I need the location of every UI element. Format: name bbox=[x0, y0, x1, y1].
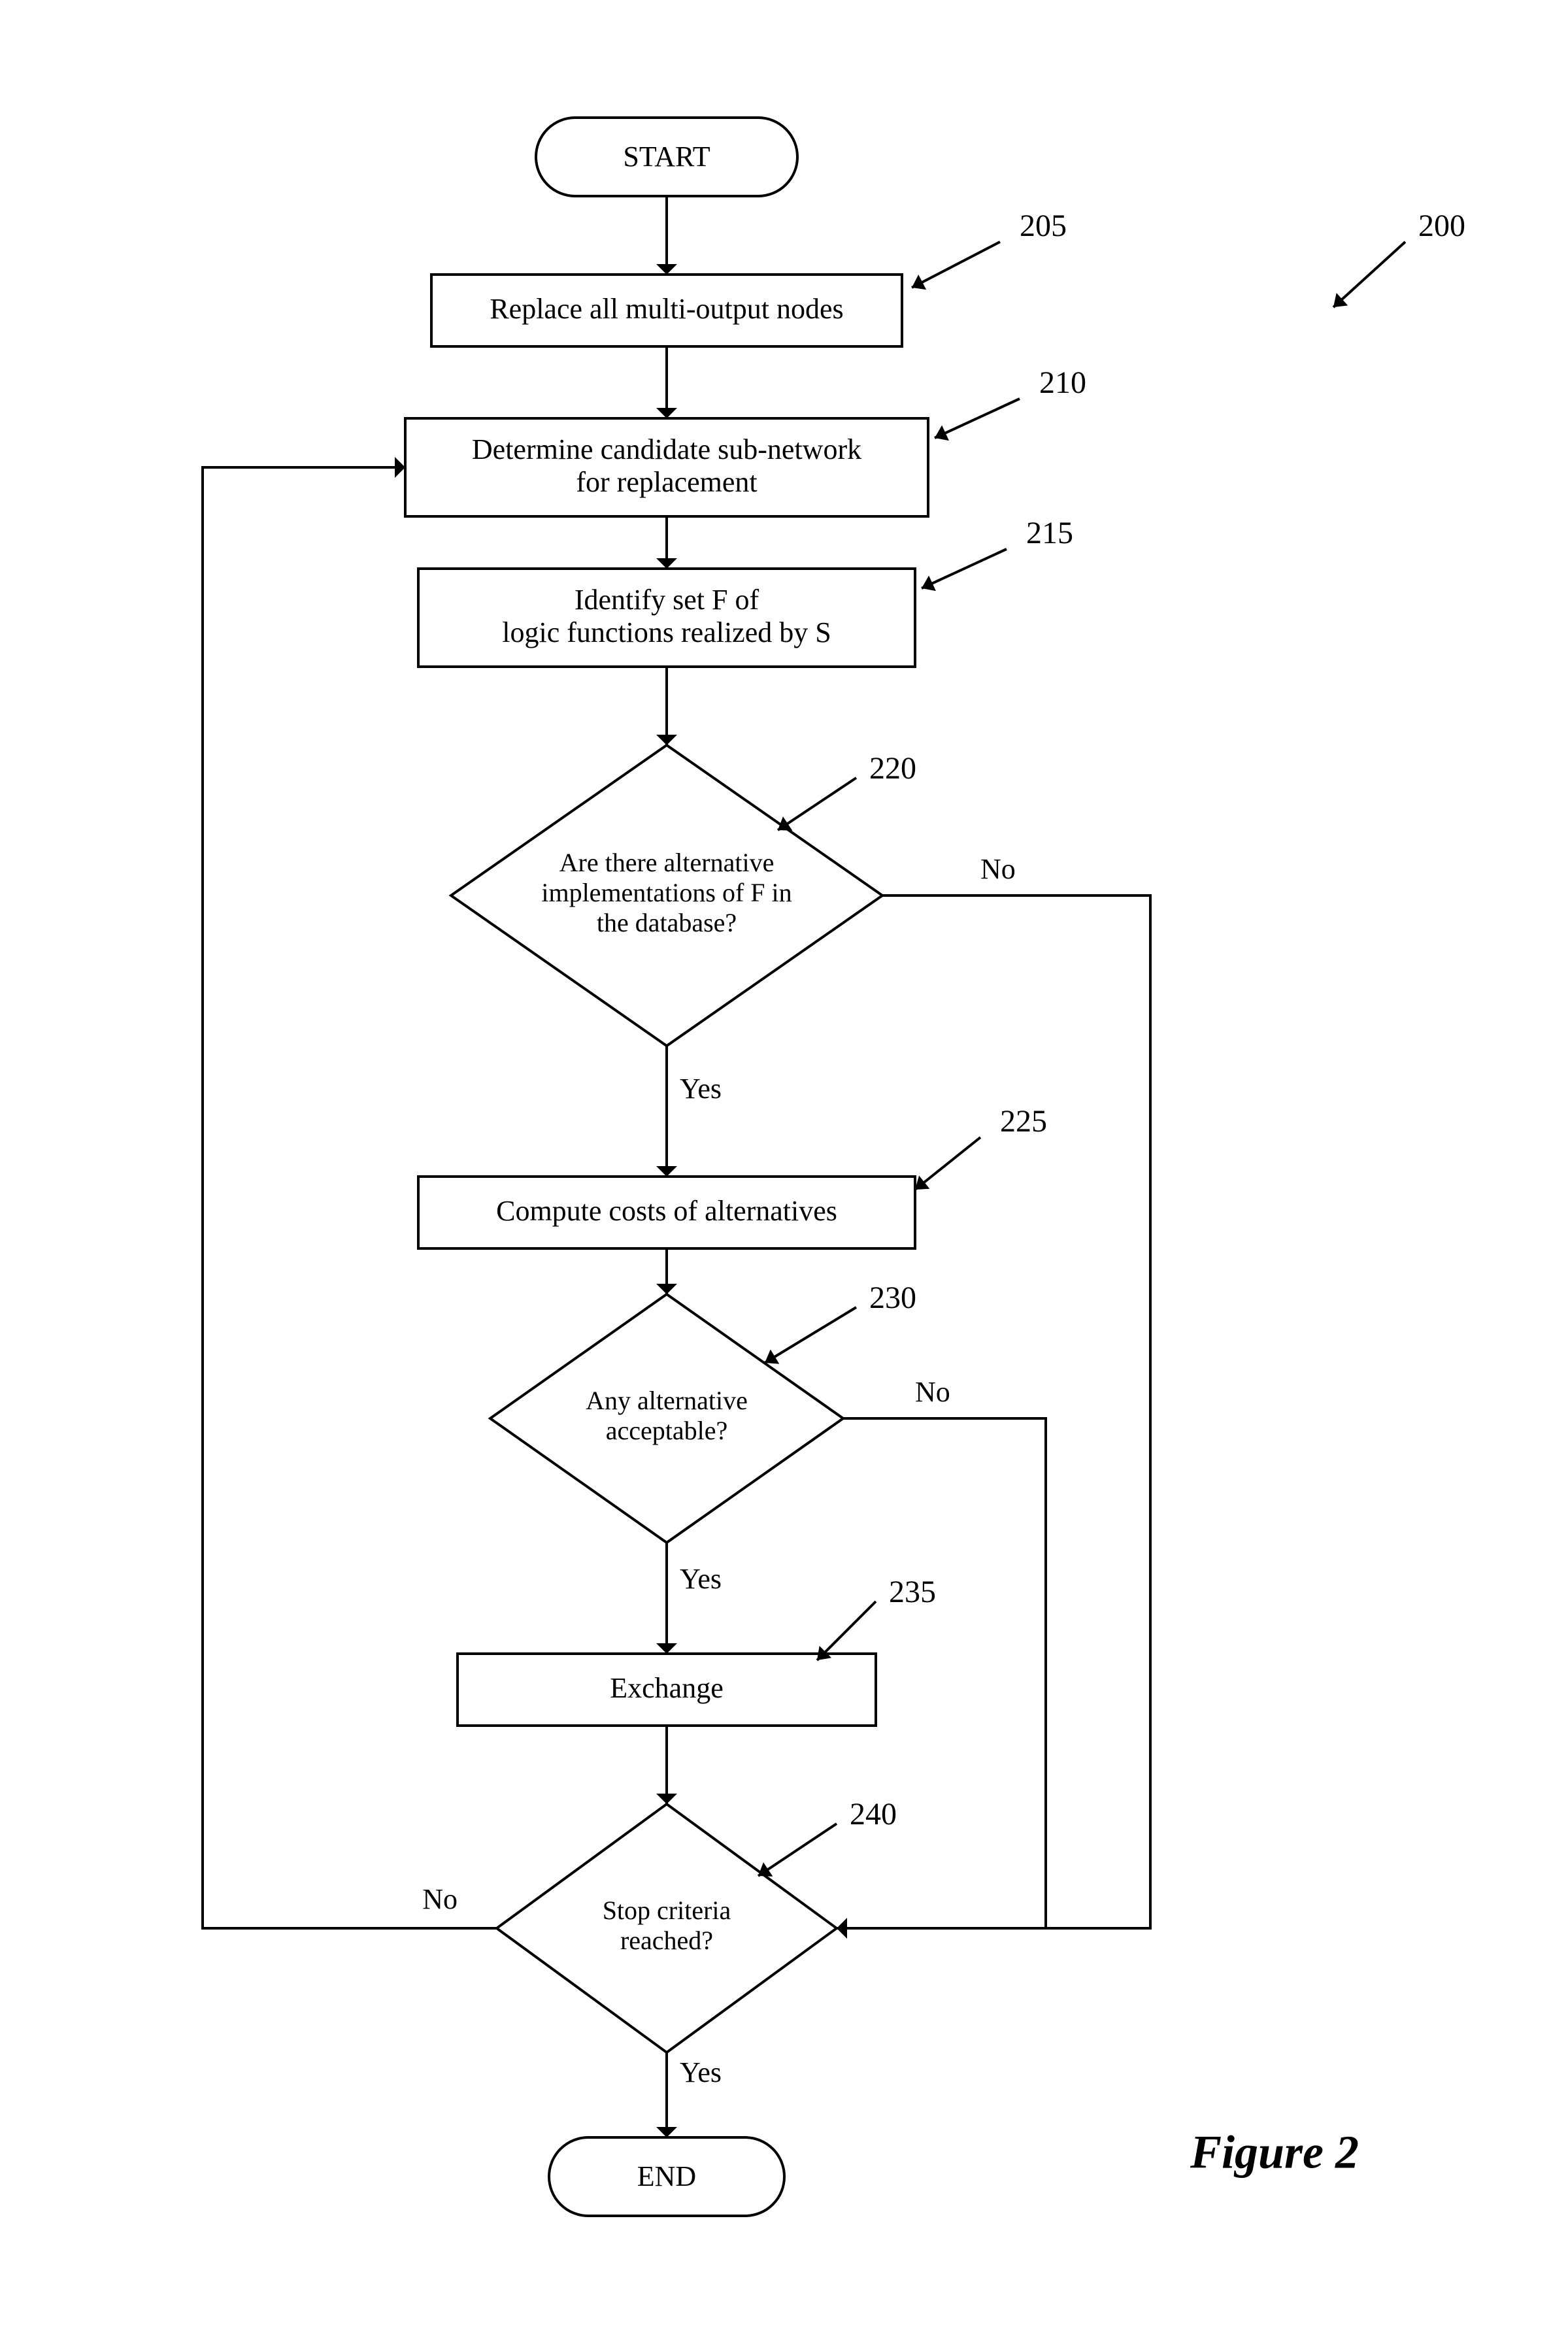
n205-text-0: Replace all multi-output nodes bbox=[490, 293, 843, 325]
ref-210: 210 bbox=[1039, 365, 1086, 400]
start-terminal: START bbox=[623, 141, 710, 173]
edge-230-yes: Yes bbox=[680, 1563, 722, 1595]
ref-215: 215 bbox=[1026, 516, 1073, 550]
n220-text-1: implementations of F in bbox=[541, 878, 792, 907]
ref-240: 240 bbox=[850, 1797, 897, 1832]
ref-235: 235 bbox=[889, 1575, 936, 1609]
n225-text-0: Compute costs of alternatives bbox=[496, 1195, 837, 1227]
edge-240-no: No bbox=[422, 1883, 458, 1915]
edge-230-no: No bbox=[915, 1376, 950, 1408]
n210-text-0: Determine candidate sub-network bbox=[472, 433, 861, 465]
n220-text-0: Are there alternative bbox=[559, 848, 775, 877]
ref-200: 200 bbox=[1418, 209, 1465, 243]
flowchart-figure: START END Replace all multi-output nodes De… bbox=[0, 0, 1568, 2342]
ref-205: 205 bbox=[1020, 209, 1067, 243]
edge-240-yes: Yes bbox=[680, 2056, 722, 2088]
n215-text-1: logic functions realized by S bbox=[502, 616, 831, 648]
end-terminal: END bbox=[637, 2160, 696, 2192]
n240-text-0: Stop criteria bbox=[603, 1896, 731, 1925]
ref-230: 230 bbox=[869, 1280, 916, 1315]
n235-text-0: Exchange bbox=[610, 1672, 723, 1704]
n240-text-1: reached? bbox=[620, 1926, 713, 1955]
edge-220-no: No bbox=[980, 853, 1016, 885]
ref-220: 220 bbox=[869, 751, 916, 786]
figure-caption: Figure 2 bbox=[1190, 2126, 1359, 2179]
ref-225: 225 bbox=[1000, 1104, 1047, 1139]
edge-220-yes: Yes bbox=[680, 1073, 722, 1105]
n210-text-1: for replacement bbox=[576, 466, 757, 498]
n220-text-2: the database? bbox=[597, 908, 737, 937]
n230-text-1: acceptable? bbox=[606, 1416, 728, 1445]
n215-text-0: Identify set F of bbox=[575, 584, 759, 616]
n230-text-0: Any alternative bbox=[586, 1386, 748, 1415]
